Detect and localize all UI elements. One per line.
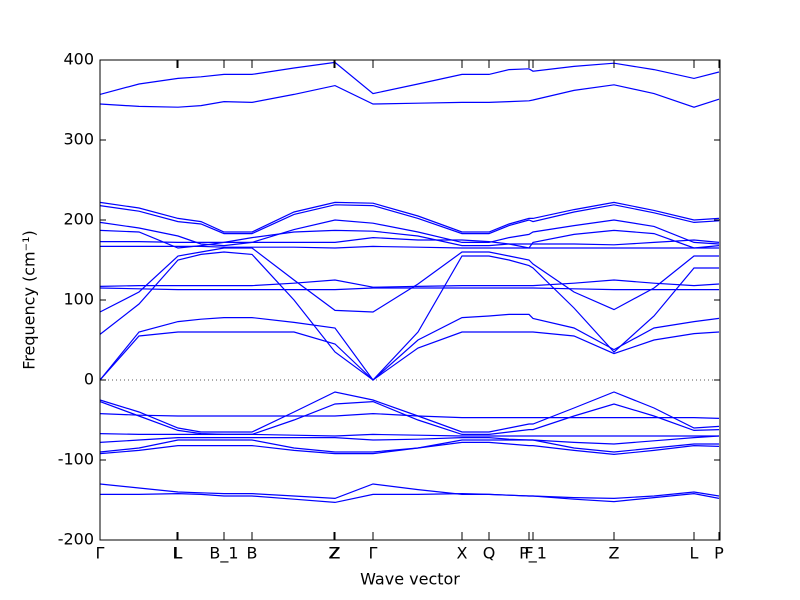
band-line bbox=[99, 441, 720, 456]
x-tick-label: B_1 bbox=[209, 544, 238, 564]
x-tick-label: L bbox=[690, 544, 699, 563]
x-tick-label: L bbox=[174, 544, 183, 563]
band-line bbox=[99, 287, 719, 291]
x-tick-label: B bbox=[247, 544, 258, 563]
band-line bbox=[99, 483, 720, 500]
band-line bbox=[99, 204, 720, 235]
x-tick-label: P bbox=[714, 544, 724, 563]
y-tick-label: -200 bbox=[58, 530, 94, 549]
band-line bbox=[99, 229, 720, 249]
band-line bbox=[99, 313, 720, 381]
band-line bbox=[99, 412, 720, 419]
band-line bbox=[99, 219, 720, 247]
x-tick-label: Z bbox=[609, 544, 620, 563]
x-tick-label: Γ bbox=[96, 544, 105, 563]
band-line bbox=[99, 251, 719, 381]
band-line bbox=[99, 279, 720, 288]
band-line bbox=[99, 84, 720, 108]
x-tick-label: Q bbox=[483, 544, 496, 563]
y-tick-label: 300 bbox=[63, 130, 94, 149]
y-tick-label: 100 bbox=[63, 290, 94, 309]
band-line bbox=[99, 247, 719, 313]
x-tick-label: Z bbox=[330, 544, 341, 563]
band-line bbox=[100, 245, 719, 249]
band-line bbox=[99, 391, 720, 433]
band-line bbox=[99, 61, 720, 95]
band-line bbox=[99, 331, 720, 381]
y-tick-label: -100 bbox=[58, 450, 94, 469]
band-line bbox=[99, 439, 719, 453]
plot-frame bbox=[99, 59, 721, 541]
y-tick-label: 200 bbox=[63, 210, 94, 229]
x-tick-label: L bbox=[173, 544, 182, 563]
band-line bbox=[99, 400, 720, 435]
y-tick-label: 0 bbox=[84, 370, 94, 389]
y-axis-label: Frequency (cm⁻¹) bbox=[20, 230, 39, 369]
x-tick-label: X bbox=[457, 544, 468, 563]
band-line bbox=[99, 433, 719, 437]
band-line bbox=[100, 492, 720, 504]
y-tick-label: 400 bbox=[63, 50, 94, 69]
x-tick-label: Z bbox=[329, 544, 340, 563]
band-line bbox=[99, 435, 720, 445]
x-axis-label: Wave vector bbox=[360, 570, 460, 589]
x-tick-label: F bbox=[524, 544, 533, 563]
x-tick-label: P_1 bbox=[519, 544, 547, 564]
band-line bbox=[99, 201, 720, 233]
band-line bbox=[100, 236, 720, 246]
x-tick-label: Γ bbox=[369, 544, 378, 563]
